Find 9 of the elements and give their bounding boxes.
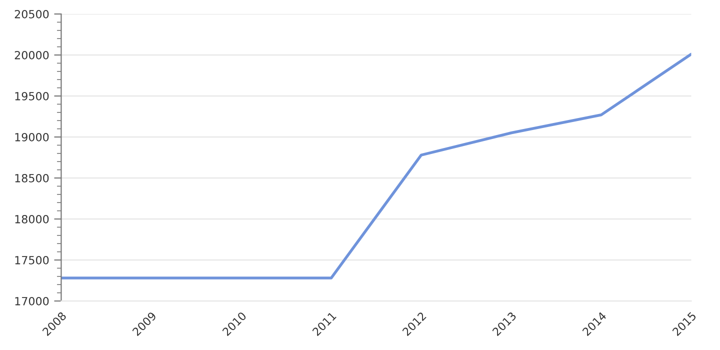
y-tick-label: 17000: [15, 296, 49, 306]
line-series: [61, 52, 692, 280]
y-tick-label: 20500: [14, 10, 49, 18]
y-tick-label: 20000: [14, 50, 49, 60]
y-tick-label: 18000: [15, 214, 49, 224]
y-tick-label: 19000: [15, 132, 49, 142]
y-tick-label: 17500: [15, 256, 49, 264]
y-tick-label: 18500: [15, 174, 49, 182]
y-tick-label: 19500: [15, 92, 49, 100]
